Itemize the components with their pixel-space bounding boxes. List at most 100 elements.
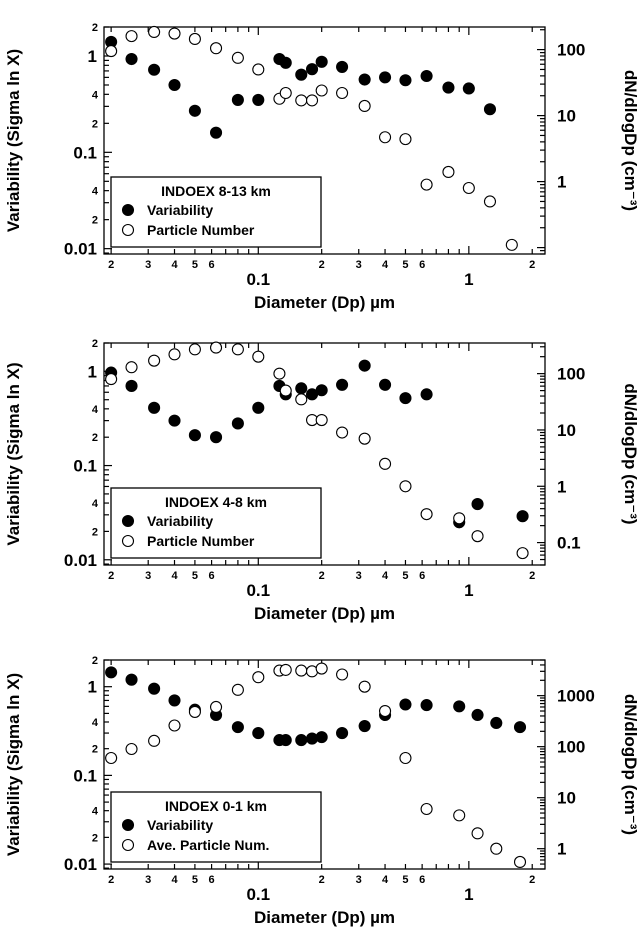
variability-point: [420, 388, 433, 401]
particle-number-point: [490, 842, 503, 855]
particle-number-point: [358, 680, 371, 693]
y2-major-tick-label: 100: [557, 365, 585, 384]
particle-number-point: [399, 751, 412, 765]
particle-number-point: [125, 361, 138, 374]
y-minor-tick-label: 2: [92, 744, 98, 756]
particle-number-point: [399, 480, 412, 493]
y-major-tick-label: 0.1: [73, 143, 97, 162]
particle-number-point: [279, 86, 292, 100]
y2-axis-title: dN/dlogDp (cm⁻³): [621, 70, 640, 211]
variability-point: [252, 727, 265, 740]
x-major-tick-label: 0.1: [246, 270, 270, 289]
x-minor-tick-label: 2: [319, 570, 325, 582]
particle-number-point: [358, 432, 371, 445]
y2-major-tick-label: 1: [557, 840, 566, 859]
legend-entry-label: Variability: [147, 817, 213, 833]
particle-number-point: [252, 671, 265, 684]
particle-number-point: [336, 668, 349, 681]
particle-number-point: [105, 373, 118, 386]
y-minor-tick-label: 4: [92, 404, 99, 416]
x-minor-tick-label: 6: [419, 874, 425, 886]
y2-axis-title: dN/dlogDp (cm⁻³): [621, 383, 640, 524]
y2-major-tick-label: 10: [557, 107, 576, 126]
particle-number-point: [231, 683, 244, 696]
particle-number-point: [379, 457, 392, 470]
x-minor-tick-label: 2: [108, 570, 114, 582]
particle-number-point: [420, 802, 433, 816]
y2-major-tick-label: 10: [557, 421, 576, 440]
variability-point: [168, 78, 181, 92]
variability-point: [315, 384, 328, 397]
particle-number-point: [399, 133, 412, 146]
x-minor-tick-label: 5: [192, 570, 198, 582]
particle-number-point: [315, 84, 328, 97]
x-major-tick-label: 1: [464, 270, 473, 289]
x-minor-tick-label: 3: [356, 259, 362, 271]
particle-number-point: [420, 178, 433, 191]
x-minor-tick-label: 6: [209, 570, 215, 582]
x-minor-tick-label: 4: [382, 570, 389, 582]
variability-point: [105, 666, 118, 679]
y-minor-tick-label: 2: [92, 22, 98, 34]
variability-point: [231, 93, 244, 106]
variability-point: [168, 414, 181, 427]
particle-number-point: [295, 664, 308, 677]
particle-number-point: [505, 238, 518, 251]
particle-number-point: [471, 827, 484, 840]
y-minor-tick-label: 4: [92, 186, 99, 198]
x-minor-tick-label: 2: [319, 259, 325, 271]
particle-number-point: [336, 426, 349, 439]
x-minor-tick-label: 3: [356, 570, 362, 582]
y-major-tick-label: 0.1: [73, 766, 97, 785]
y-minor-tick-label: 4: [92, 717, 99, 729]
x-minor-tick-label: 6: [209, 259, 215, 271]
series-variability: [105, 35, 497, 139]
particle-number-point: [168, 348, 181, 361]
x-minor-tick-label: 4: [171, 874, 178, 886]
x-major-tick-label: 0.1: [246, 885, 270, 904]
particle-number-point: [279, 384, 292, 397]
particle-number-point: [315, 413, 328, 427]
y2-axis-title: dN/dlogDp (cm⁻³): [621, 694, 640, 835]
variability-point: [490, 716, 503, 730]
particle-number-point: [209, 700, 223, 714]
variability-point: [462, 82, 475, 95]
x-minor-tick-label: 2: [319, 874, 325, 886]
particle-number-point: [168, 719, 181, 732]
particle-number-point: [279, 663, 292, 676]
legend-entry-label: Variability: [147, 513, 213, 529]
particle-number-point: [471, 530, 484, 543]
y-minor-tick-label: 2: [92, 655, 98, 667]
particle-number-point: [295, 94, 308, 107]
chart-panel-3: 2 3 4 5 6 2 3 4 5 6 20.1 10.010.11242421101001000Di…: [4, 655, 640, 927]
variability-point: [295, 734, 308, 747]
variability-point: [168, 694, 181, 707]
variability-point: [513, 721, 527, 734]
y-minor-tick-label: 2: [92, 526, 98, 538]
particle-number-point: [516, 547, 529, 560]
particle-number-point: [125, 742, 138, 756]
variability-point: [125, 379, 138, 393]
variability-point: [188, 429, 201, 442]
chart-panel-1: 2 3 4 5 6 2 3 4 5 6 20.1 10.010.1124242110100Diamet…: [4, 22, 640, 312]
legend-title: INDOEX 8-13 km: [161, 183, 271, 199]
legend-title: INDOEX 0-1 km: [165, 798, 267, 814]
particle-number-point: [105, 45, 118, 58]
x-axis-title: Diameter (Dp) µm: [254, 293, 395, 312]
x-minor-tick-label: 3: [145, 259, 151, 271]
variability-point: [420, 69, 433, 83]
variability-point: [358, 719, 371, 733]
y-major-tick-label: 0.01: [64, 855, 97, 874]
variability-point: [453, 700, 466, 713]
variability-point: [188, 104, 201, 117]
legend-entry-label: Ave. Particle Num.: [147, 837, 269, 853]
series-particle-number: [105, 25, 518, 251]
variability-point: [336, 60, 349, 73]
y-minor-tick-label: 2: [92, 338, 98, 350]
x-minor-tick-label: 6: [419, 259, 425, 271]
variability-point: [279, 734, 292, 747]
particle-number-point: [305, 94, 319, 107]
x-minor-tick-label: 6: [209, 874, 215, 886]
variability-point: [148, 63, 161, 76]
